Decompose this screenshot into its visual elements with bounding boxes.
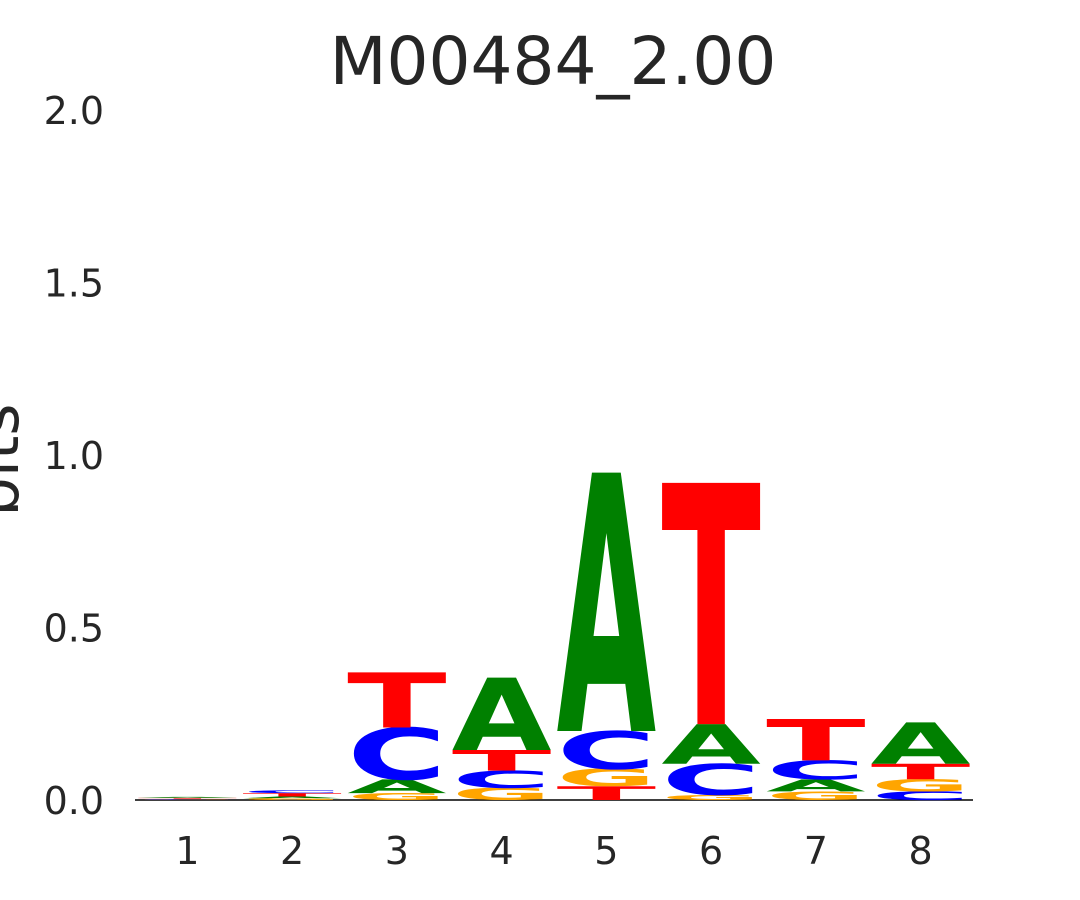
x-tick-label: 4 — [490, 829, 514, 873]
logo-letter-g: G — [347, 791, 447, 802]
y-tick-label: 0.5 — [44, 607, 104, 651]
logo-letter-g: G — [871, 776, 970, 795]
logo-letter-t: T — [138, 798, 238, 799]
logo-letter-a: A — [661, 714, 761, 777]
logo-letter-a: A — [557, 403, 657, 815]
x-tick-label: 6 — [699, 829, 723, 873]
logo-letter-t: T — [766, 708, 865, 774]
logo-letter-g: G — [138, 798, 238, 799]
logo-letter-t: T — [557, 782, 657, 804]
logo-letter-a: A — [347, 776, 446, 798]
logo-letter-a: A — [138, 797, 237, 799]
logo-letter-g: G — [766, 789, 865, 803]
logo-letter-a: A — [452, 658, 552, 774]
x-tick-label: 5 — [594, 829, 618, 873]
logo-letter-c: C — [452, 766, 552, 793]
logo-letter-g: G — [452, 785, 551, 804]
chart-title: M00484_2.00 — [330, 23, 777, 100]
y-tick-label: 0.0 — [44, 779, 104, 823]
logo-letter-g: G — [661, 793, 761, 801]
logo-letter-c: C — [871, 789, 971, 803]
logo-letter-t: T — [242, 792, 341, 797]
logo-letter-t: T — [871, 760, 970, 785]
logo-letter-c: C — [242, 790, 342, 794]
y-axis-label: bits — [0, 403, 33, 516]
logo-letter-g: G — [242, 798, 341, 801]
logo-letter-a: A — [766, 776, 866, 795]
y-tick-label: 2.0 — [44, 89, 104, 133]
logo-letter-c: C — [557, 721, 657, 781]
logo-letter-c: C — [766, 755, 866, 785]
x-tick-label: 2 — [280, 829, 304, 873]
logo-letter-t: T — [661, 419, 761, 803]
logo-letter-a: A — [871, 712, 971, 778]
logo-letter-c: C — [347, 714, 447, 797]
x-tick-label: 7 — [804, 829, 828, 873]
x-tick-label: 3 — [385, 829, 409, 873]
logo-letter-t: T — [347, 658, 447, 746]
logo-letter-g: G — [557, 764, 656, 792]
x-tick-label: 8 — [909, 829, 933, 873]
x-tick-label: 1 — [175, 829, 199, 873]
x-axis-ticks: 1 2 3 4 5 6 7 8 — [175, 829, 932, 873]
y-tick-label: 1.5 — [44, 262, 104, 306]
y-tick-label: 1.0 — [44, 434, 104, 478]
y-axis-ticks: 0.0 0.5 1.0 1.5 2.0 — [44, 89, 104, 823]
logo-letter-c: C — [138, 799, 238, 800]
logo-letter-a: A — [242, 796, 341, 799]
logo-letter-c: C — [661, 755, 760, 805]
logo-letter-t: T — [452, 744, 552, 777]
